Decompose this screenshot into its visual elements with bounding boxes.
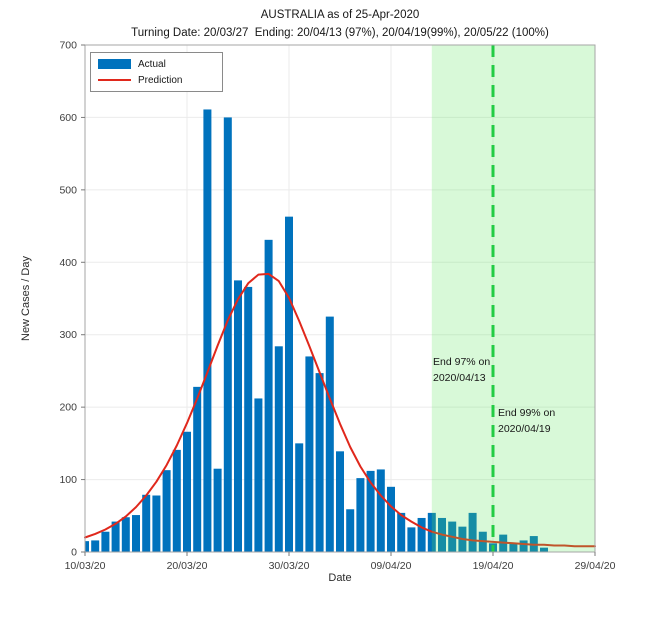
y-tick-label: 300 <box>59 329 77 341</box>
actual-bar <box>325 316 334 552</box>
y-tick-label: 400 <box>59 257 77 269</box>
legend: Actual Prediction <box>90 52 223 92</box>
annotation-end-99: End 99% on 2020/04/19 <box>498 406 555 437</box>
actual-series-swatch <box>98 59 131 69</box>
actual-bar <box>244 286 253 552</box>
actual-bar <box>519 540 528 552</box>
x-tick-label: 30/03/20 <box>269 560 310 572</box>
actual-bar <box>417 517 426 552</box>
chart-subtitle: Turning Date: 20/03/27 Ending: 20/04/13 … <box>131 27 549 39</box>
actual-bar <box>121 517 130 552</box>
actual-bar <box>111 521 120 552</box>
plot-border <box>84 44 596 553</box>
actual-bar <box>376 469 385 552</box>
actual-bar <box>193 386 202 552</box>
actual-bar <box>223 117 232 552</box>
x-tick-label: 10/03/20 <box>65 560 106 572</box>
actual-bar <box>295 443 304 552</box>
y-tick-label: 600 <box>59 112 77 124</box>
actual-bar <box>468 512 477 552</box>
actual-bar <box>356 478 365 552</box>
actual-bar <box>172 449 181 552</box>
actual-bar <box>132 515 140 552</box>
actual-bar <box>162 470 171 552</box>
actual-bar <box>285 216 293 553</box>
actual-bar <box>213 468 222 552</box>
y-axis-label: New Cases / Day <box>20 256 32 341</box>
actual-bar <box>264 239 273 552</box>
annotation-end-97-line2: 2020/04/13 <box>433 371 486 384</box>
actual-bar <box>366 470 375 552</box>
annotation-end-99-line2: 2020/04/19 <box>498 422 551 435</box>
actual-bar <box>274 346 283 552</box>
actual-bar <box>346 509 355 552</box>
actual-bar <box>305 356 314 552</box>
actual-bar <box>183 431 191 552</box>
actual-bar <box>397 512 406 552</box>
annotation-end-99-line1: End 99% on <box>498 407 556 419</box>
x-tick-label: 20/03/20 <box>167 560 208 572</box>
legend-item-actual: Actual <box>98 57 216 71</box>
annotation-end-97-line1: End 97% on <box>433 356 491 368</box>
x-tick-label: 19/04/20 <box>473 560 514 572</box>
x-axis-label: Date <box>328 572 352 584</box>
prediction-series-swatch <box>98 78 131 82</box>
chart-title: AUSTRALIA as of 25-Apr-2020 <box>260 9 420 21</box>
actual-bar <box>336 451 344 552</box>
legend-label-prediction: Prediction <box>138 74 183 86</box>
actual-bar <box>254 398 263 552</box>
actual-bar <box>540 547 548 552</box>
x-tick-label: 29/04/20 <box>575 560 616 572</box>
y-tick-label: 700 <box>59 40 77 52</box>
annotation-end-97: End 97% on 2020/04/13 <box>433 355 490 386</box>
actual-bar <box>142 494 151 552</box>
actual-bar <box>234 280 242 552</box>
actual-bar <box>85 541 89 552</box>
actual-bar <box>387 486 395 552</box>
actual-bar <box>203 109 212 552</box>
actual-bar <box>315 373 324 552</box>
y-tick-label: 0 <box>71 547 77 559</box>
actual-bar <box>407 527 416 552</box>
forecast-region <box>431 45 595 552</box>
prediction-line <box>84 272 596 548</box>
actual-bar <box>101 531 110 552</box>
actual-bar <box>91 540 100 552</box>
x-tick-label: 09/04/20 <box>371 560 412 572</box>
y-tick-label: 200 <box>59 402 77 414</box>
actual-bar <box>509 543 518 552</box>
legend-item-prediction: Prediction <box>98 73 216 87</box>
actual-bar <box>152 495 161 552</box>
y-tick-label: 100 <box>59 474 77 486</box>
legend-label-actual: Actual <box>138 58 166 70</box>
y-tick-label: 500 <box>59 184 77 196</box>
